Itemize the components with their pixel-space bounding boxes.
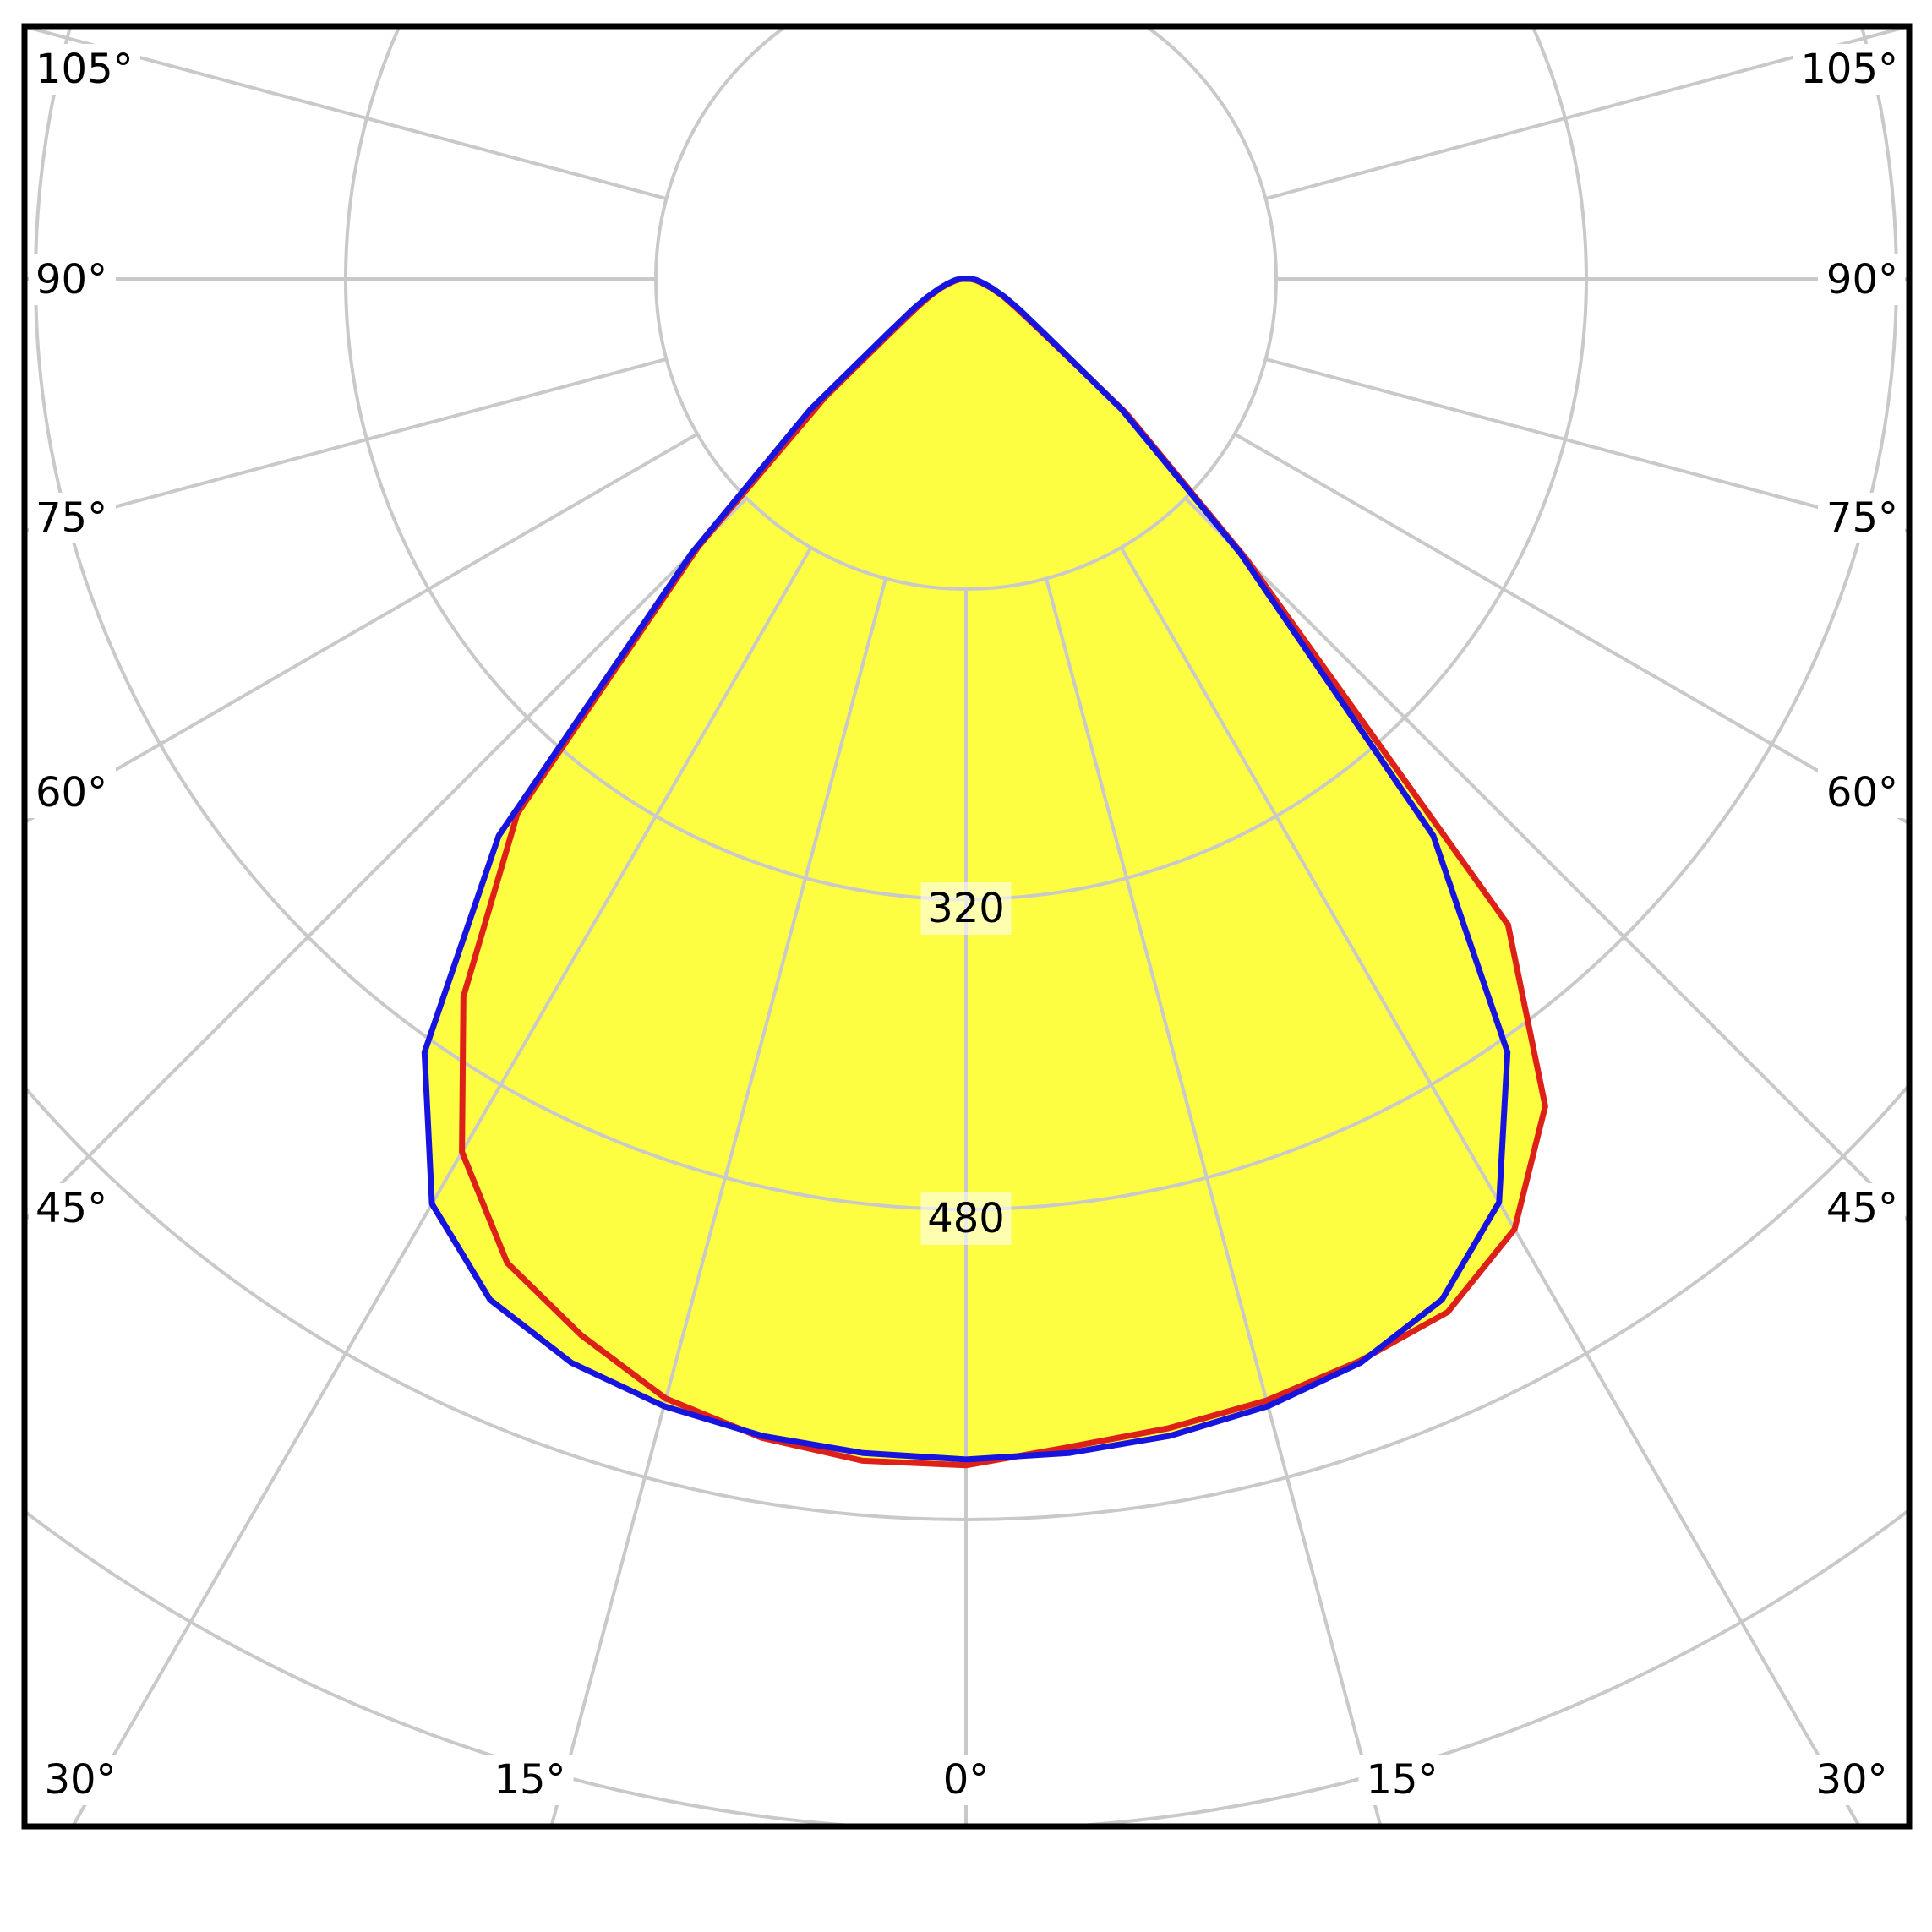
- angle-label-box: [29, 254, 116, 305]
- angle-tick-label: 15°: [1366, 1756, 1438, 1804]
- radial-tick-label: 320: [927, 885, 1005, 932]
- grid-ray-30: [1119, 546, 1860, 1824]
- angle-label-box: [486, 1755, 574, 1805]
- angle-label-box: [36, 1755, 124, 1805]
- angle-label-box: [1793, 44, 1905, 95]
- angle-tick-labels: 105° 90° 75° 60° 45° 105° 90° 75° 60° 45° 30° 15° 0°…: [29, 44, 1905, 1805]
- angle-label-box: [1818, 254, 1905, 305]
- angle-tick-label: 90°: [35, 256, 107, 303]
- angle-tick-label: 105°: [1800, 46, 1898, 93]
- angle-tick-label: 60°: [35, 769, 107, 816]
- angle-label-box: [29, 767, 116, 818]
- grid-ray-105: [1264, 29, 1905, 200]
- angle-tick-label: 30°: [44, 1756, 116, 1804]
- angle-label-box: [29, 1183, 116, 1234]
- angle-label-box: [1808, 1755, 1896, 1805]
- angle-tick-label: 45°: [1826, 1185, 1898, 1232]
- angle-label-box: [1818, 767, 1905, 818]
- angle-tick-label: 60°: [1826, 769, 1898, 816]
- grid-ray--75: [27, 357, 668, 532]
- intensity-curves: [421, 276, 1548, 1469]
- angle-label-box: [29, 493, 116, 543]
- radial-label-box: [920, 882, 1012, 935]
- grid-ray--15: [550, 577, 887, 1824]
- grid-ray-15: [1045, 577, 1382, 1824]
- grid-ray--30: [72, 546, 813, 1824]
- angle-tick-label: 30°: [1815, 1756, 1887, 1804]
- grid-ray--60: [27, 432, 699, 823]
- angle-tick-label: 0°: [943, 1756, 990, 1804]
- grid-ray-75: [1264, 357, 1907, 533]
- angle-label-box: [1818, 1183, 1905, 1234]
- grid-ray--105: [27, 29, 668, 200]
- radial-tick-labels: 320 480: [920, 882, 1012, 1245]
- radial-tick-label: 480: [927, 1195, 1005, 1242]
- radial-label-box: [920, 1192, 1012, 1245]
- angle-tick-label: 75°: [35, 494, 107, 542]
- plot-frame: [21, 23, 1913, 1830]
- angle-tick-label: 45°: [35, 1185, 107, 1232]
- angle-label-box: [29, 44, 140, 95]
- angle-tick-label: 90°: [1826, 256, 1898, 303]
- angle-label-box: [935, 1755, 997, 1805]
- angle-tick-label: 75°: [1826, 494, 1898, 542]
- grid-ray-45: [1184, 497, 1907, 1222]
- curve-blue: [421, 276, 1511, 1463]
- angle-label-box: [1818, 493, 1905, 543]
- angle-tick-label: 15°: [494, 1756, 565, 1804]
- angle-tick-label: 105°: [35, 46, 134, 93]
- angle-label-box: [1358, 1755, 1446, 1805]
- grid-ray-60: [1233, 432, 1907, 824]
- grid-ray--45: [27, 497, 748, 1220]
